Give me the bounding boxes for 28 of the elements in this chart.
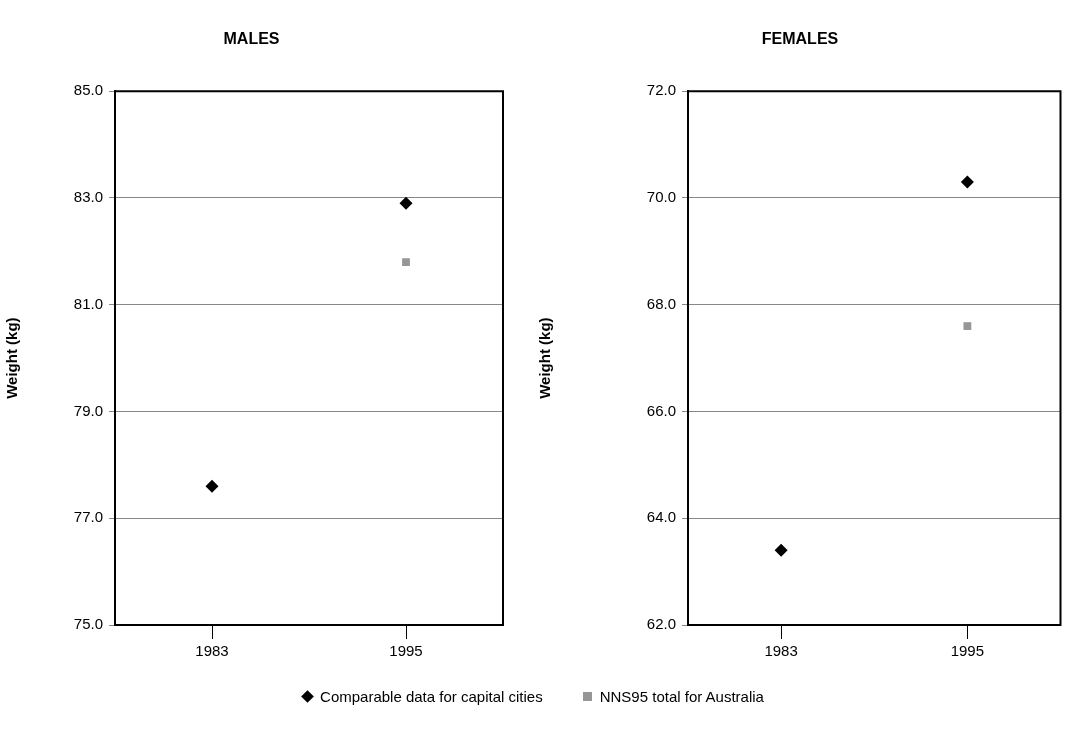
point	[963, 322, 972, 330]
point	[960, 175, 974, 189]
y-tick-label: 85.0	[73, 81, 103, 99]
y-tick-label: 75.0	[73, 615, 103, 633]
x-tick-label: 1995	[389, 642, 423, 660]
point	[774, 543, 788, 557]
y-axis-title: Weight (kg)	[3, 317, 21, 399]
x-tick-label: 1983	[195, 642, 229, 660]
y-tick-label: 70.0	[646, 188, 676, 206]
y-tick-label: 81.0	[73, 294, 103, 312]
x-tick-label: 1983	[764, 642, 798, 660]
y-tick-label: 77.0	[73, 508, 103, 526]
x-tick-label: 1995	[950, 642, 985, 660]
y-tick-label: 79.0	[73, 401, 103, 419]
legend-label: Comparable data for capital cities	[320, 688, 543, 705]
y-tick-label: 62.0	[646, 615, 676, 633]
chart-title: FEMALES	[761, 30, 839, 48]
y-tick-label: 68.0	[646, 294, 676, 312]
legend-label: NNS95 total for Australia	[599, 688, 764, 705]
point	[402, 258, 410, 266]
y-tick-label: 64.0	[646, 508, 676, 526]
y-tick-label: 72.0	[646, 81, 676, 99]
point	[205, 479, 219, 493]
y-tick-label: 83.0	[73, 188, 103, 206]
point	[399, 196, 413, 210]
y-axis-title: Weight (kg)	[536, 317, 554, 399]
chart-title: MALES	[223, 30, 280, 48]
y-tick-label: 66.0	[646, 401, 676, 419]
